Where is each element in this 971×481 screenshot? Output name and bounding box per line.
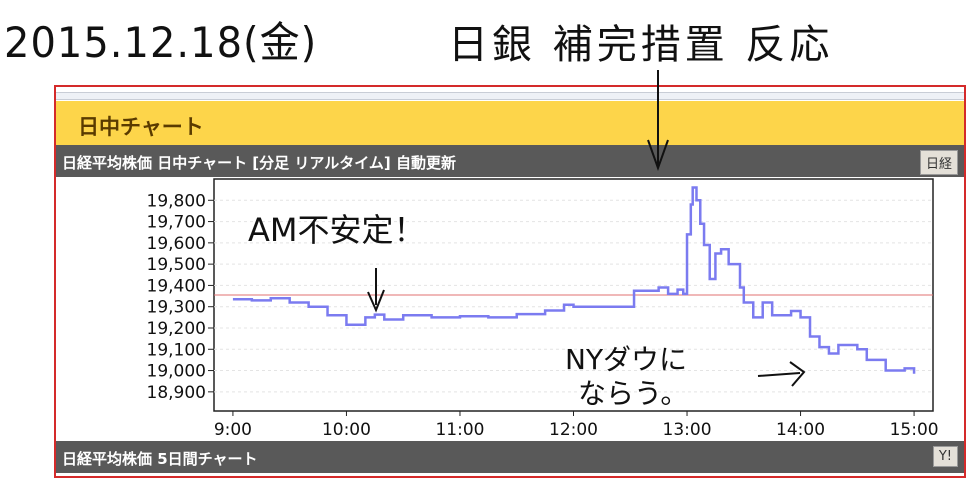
- y-tick-label: 18,900: [147, 383, 206, 403]
- handwritten-pm-note-2: ならう。: [578, 377, 689, 410]
- intraday-chart: 18,90019,00019,10019,20019,30019,40019,5…: [147, 178, 939, 440]
- y-tick-label: 19,700: [147, 213, 206, 233]
- price-line: [232, 186, 916, 374]
- yahoo-link-button[interactable]: Y!: [932, 446, 958, 467]
- x-tick-label: 15:00: [890, 420, 939, 440]
- handwritten-pm-note-1: NYダウに: [565, 343, 688, 376]
- top-divider: [56, 92, 964, 100]
- y-tick-label: 19,200: [147, 319, 206, 339]
- nikkei-link-button[interactable]: 日経: [919, 150, 958, 175]
- footer-bar-title: 日経平均株価 5日間チャート: [62, 450, 258, 468]
- chart-bar-title: 日経平均株価 日中チャート [分足 リアルタイム] 自動更新: [62, 154, 457, 172]
- arrow-down-am-icon: [367, 268, 385, 313]
- x-tick-label: 11:00: [435, 420, 484, 440]
- handwritten-am-note: AM不安定！: [248, 211, 426, 249]
- y-tick-label: 19,500: [147, 255, 206, 275]
- arrow-right-icon: [757, 361, 806, 387]
- x-tick-label: 13:00: [663, 420, 712, 440]
- x-tick-label: 12:00: [549, 420, 598, 440]
- y-tick-label: 19,400: [147, 276, 206, 296]
- x-tick-label: 10:00: [322, 420, 371, 440]
- chart-panel: 日中チャート 日経平均株価 日中チャート [分足 リアルタイム] 自動更新 日経…: [54, 85, 966, 478]
- y-tick-label: 19,000: [147, 362, 206, 382]
- y-tick-label: 19,100: [147, 340, 206, 360]
- five-day-chart-bar[interactable]: 日経平均株価 5日間チャート Y!: [56, 441, 964, 473]
- arrow-down-headline-icon: [647, 70, 669, 171]
- handwritten-headline: 日銀 補完措置 反応: [448, 22, 834, 68]
- handwritten-date: 2015.12.18(金): [4, 19, 318, 68]
- x-tick-label: 14:00: [776, 420, 825, 440]
- x-tick-label: 9:00: [214, 420, 252, 440]
- section-title: 日中チャート: [78, 115, 204, 139]
- y-tick-label: 19,600: [147, 234, 206, 254]
- y-tick-label: 19,300: [147, 298, 206, 318]
- chart-title-bar: 日経平均株価 日中チャート [分足 リアルタイム] 自動更新 日経: [56, 145, 964, 177]
- y-tick-label: 19,800: [147, 191, 206, 211]
- section-header: 日中チャート: [56, 101, 964, 145]
